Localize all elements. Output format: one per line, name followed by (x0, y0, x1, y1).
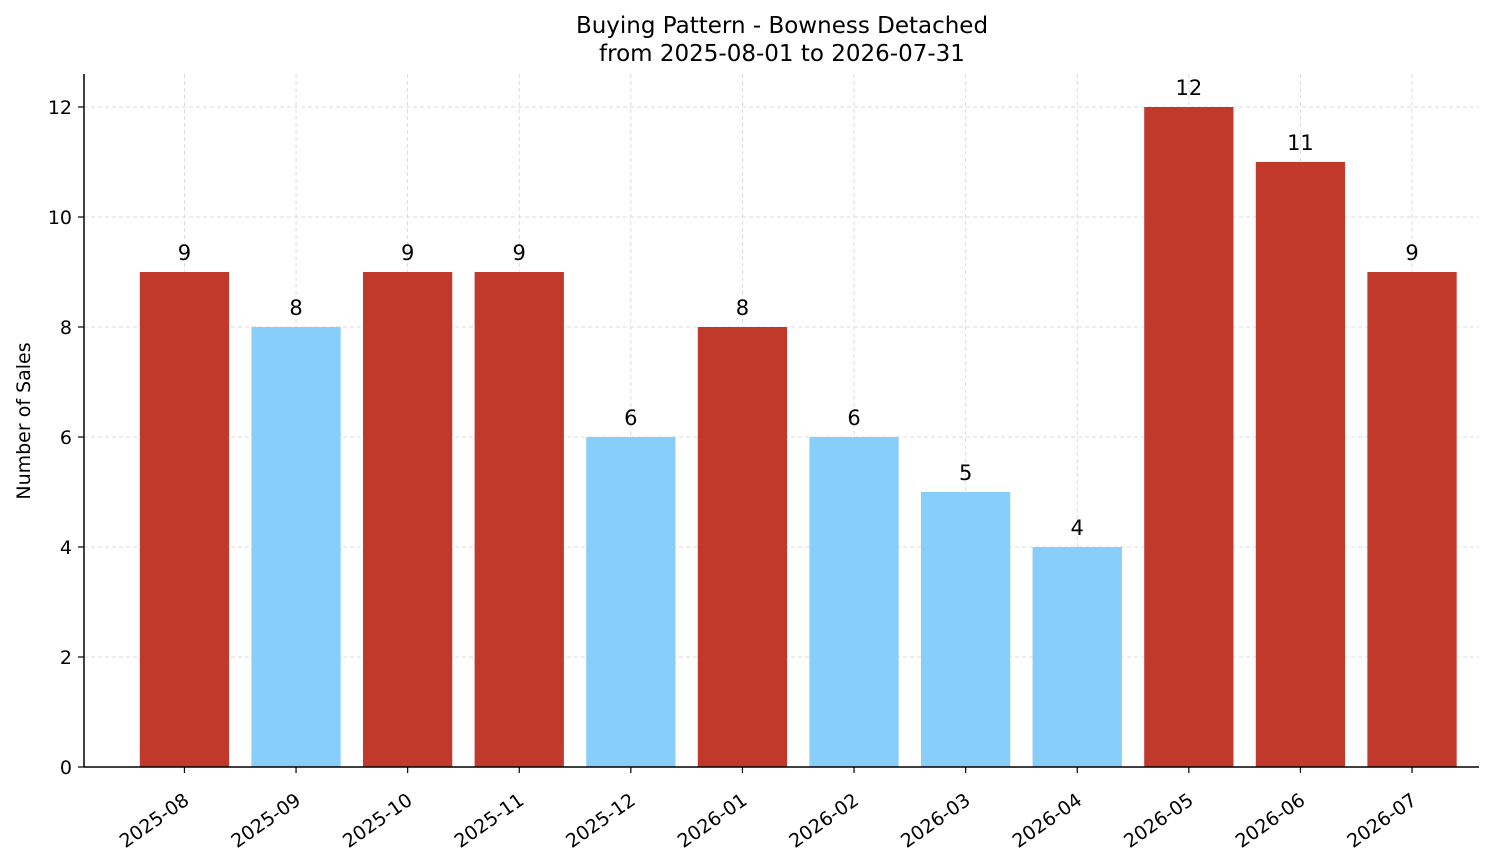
bar-value-label: 8 (289, 296, 302, 320)
y-tick-label: 0 (60, 757, 72, 779)
y-tick-label: 6 (60, 427, 72, 449)
bar-value-label: 6 (624, 406, 637, 430)
bar-value-labels: 9 8 9 9 6 8 6 5 4 12 11 9 (178, 76, 1419, 540)
y-tick-label: 12 (48, 97, 72, 119)
bar-value-label: 6 (847, 406, 860, 430)
x-tick-label: 2026-03 (897, 789, 975, 853)
bar-2025-09 (251, 327, 341, 767)
bar-2025-08 (139, 272, 230, 767)
bar-value-label: 9 (401, 241, 414, 265)
x-tick-label: 2026-02 (785, 789, 863, 853)
x-tick-label: 2026-01 (674, 789, 752, 853)
bar-2026-07 (1367, 272, 1457, 767)
bar-value-label: 9 (513, 241, 526, 265)
x-tick-label: 2026-06 (1232, 789, 1310, 853)
chart-subtitle: from 2025-08-01 to 2026-07-31 (599, 41, 965, 67)
bar-2025-12 (586, 437, 676, 767)
y-tick-label: 10 (48, 207, 72, 229)
bar-value-label: 9 (178, 241, 191, 265)
x-tick-label: 2025-12 (562, 789, 640, 853)
bar-2026-04 (1032, 547, 1122, 767)
bar-value-label: 12 (1175, 76, 1202, 100)
bar-value-label: 9 (1405, 241, 1418, 265)
bar-value-label: 11 (1287, 131, 1314, 155)
x-tick-label: 2026-04 (1008, 789, 1086, 853)
y-ticks: 0 2 4 6 8 10 12 (48, 97, 84, 779)
bar-value-label: 8 (736, 296, 749, 320)
x-tick-label: 2026-05 (1120, 789, 1198, 853)
x-tick-label: 2025-10 (339, 789, 417, 853)
y-axis-label: Number of Sales (13, 342, 35, 499)
x-tick-label: 2025-11 (450, 789, 528, 853)
bar-value-label: 4 (1071, 516, 1084, 540)
bar-2026-05 (1144, 107, 1234, 767)
y-tick-label: 4 (60, 537, 72, 559)
x-tick-label: 2025-09 (227, 789, 305, 853)
bar-value-label: 5 (959, 461, 972, 485)
bars (139, 107, 1457, 767)
x-tick-label: 2025-08 (116, 789, 194, 853)
bar-2025-11 (474, 272, 564, 767)
bar-2026-03 (921, 492, 1011, 767)
x-ticks: 2025-08 2025-09 2025-10 2025-11 2025-12 2026-… (116, 767, 1421, 853)
y-tick-label: 8 (60, 317, 72, 339)
x-tick-label: 2026-07 (1343, 789, 1421, 853)
axes (83, 74, 1479, 768)
chart-title: Buying Pattern - Bowness Detached (576, 13, 988, 39)
y-tick-label: 2 (60, 647, 72, 669)
bar-2025-10 (363, 272, 453, 767)
bar-2026-01 (697, 327, 788, 767)
bar-2026-02 (809, 437, 899, 767)
bar-2026-06 (1255, 162, 1346, 767)
